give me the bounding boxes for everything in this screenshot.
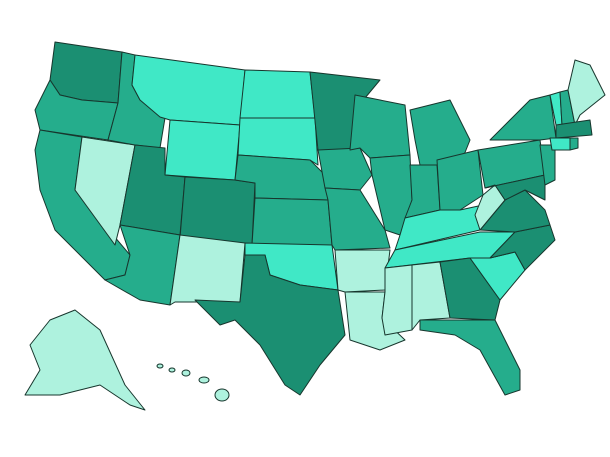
state-region: [419, 319, 521, 396]
state-region: [49, 41, 123, 104]
state-region: [194, 254, 346, 396]
state-region: [251, 197, 333, 246]
state-region: [411, 261, 451, 331]
state-region: [381, 264, 413, 336]
state-region: [549, 137, 571, 151]
state-region: [181, 369, 191, 377]
state-region: [24, 309, 146, 411]
state-region: [156, 363, 164, 369]
state-region: [214, 388, 230, 402]
state-region: [198, 376, 210, 384]
state-region: [237, 117, 319, 166]
state-region: [324, 187, 391, 251]
state-region: [168, 367, 176, 373]
state-region: [569, 137, 579, 151]
state-region: [179, 176, 256, 246]
state-region: [164, 119, 241, 181]
state-region: [349, 94, 411, 159]
state-region: [489, 94, 557, 141]
state-region: [555, 119, 593, 139]
state-region: [436, 149, 484, 211]
state-region: [239, 69, 316, 119]
state-region: [334, 249, 391, 293]
state-region: [169, 234, 246, 306]
state-region: [439, 257, 501, 321]
state-region: [539, 144, 556, 186]
